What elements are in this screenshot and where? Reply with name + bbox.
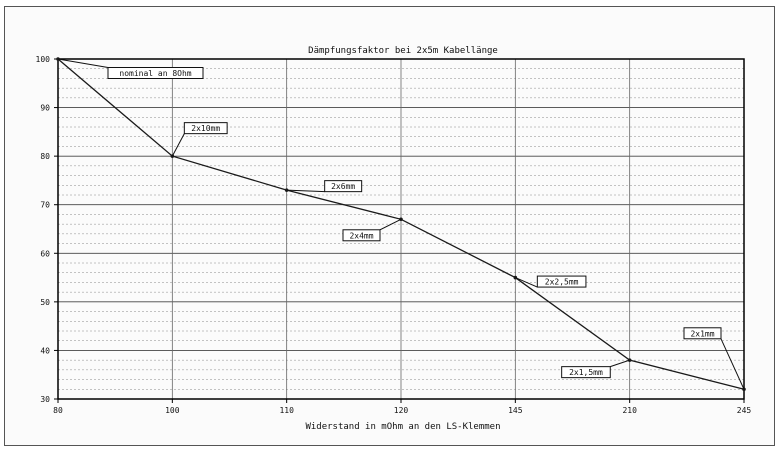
annotation-label: 2x6mm [331,182,355,191]
annotation-label: 2x10mm [191,124,220,133]
x-tick-label: 245 [737,406,752,415]
y-tick-label: 80 [40,152,50,161]
y-axis: 30 40 50 60 70 80 90 100 [36,55,58,404]
annotation-label: 2x1,5mm [569,368,603,377]
chart: Dämpfungsfaktor bei 2x5m Kabellänge 30 40… [36,46,752,432]
annotation-pointer [57,58,109,68]
annotation-pointer [379,218,402,231]
x-tick-label: 80 [53,406,63,415]
annotation-pointer [720,338,745,390]
annotation-label: nominal an 8Ohm [119,69,191,78]
annotation-label: 2x1mm [690,329,714,338]
y-tick-label: 90 [40,104,50,113]
y-tick-label: 70 [40,201,50,210]
annotation-label: 2x4mm [349,231,373,240]
annotation-pointer [515,277,538,288]
y-tick-label: 100 [36,55,51,64]
annotation-box [183,122,228,135]
y-tick-label: 50 [40,298,50,307]
x-tick-label: 120 [394,406,409,415]
annotation-box [324,180,363,193]
annotation-box [107,67,204,79]
annotation-box [561,366,611,379]
chart-title: Dämpfungsfaktor bei 2x5m Kabellänge [308,46,498,56]
x-axis-label: Widerstand in mOhm an den LS-Klemmen [305,422,500,432]
y-tick-label: 30 [40,395,50,404]
annotation-label: 2x2,5mm [545,278,579,287]
annotation-pointer [286,189,325,193]
x-tick-label: 145 [508,406,523,415]
annotations: nominal an 8Ohm 2x10mm 2x6mm 2x4mm 2x2,5mm 2x… [57,58,745,390]
y-tick-label: 60 [40,249,50,258]
x-tick-label: 210 [622,406,637,415]
y-tick-label: 40 [40,346,50,355]
x-tick-label: 110 [279,406,294,415]
x-axis: 80 100 110 120 145 210 245 [53,399,751,415]
x-tick-label: 100 [165,406,180,415]
chart-frame: Dämpfungsfaktor bei 2x5m Kabellänge 30 40… [4,6,775,446]
annotation-pointer [171,133,185,157]
annotation-box [536,275,587,288]
annotation-box [683,327,722,340]
annotation-pointer [610,359,630,368]
annotation-box [342,229,381,242]
grid [58,59,744,399]
